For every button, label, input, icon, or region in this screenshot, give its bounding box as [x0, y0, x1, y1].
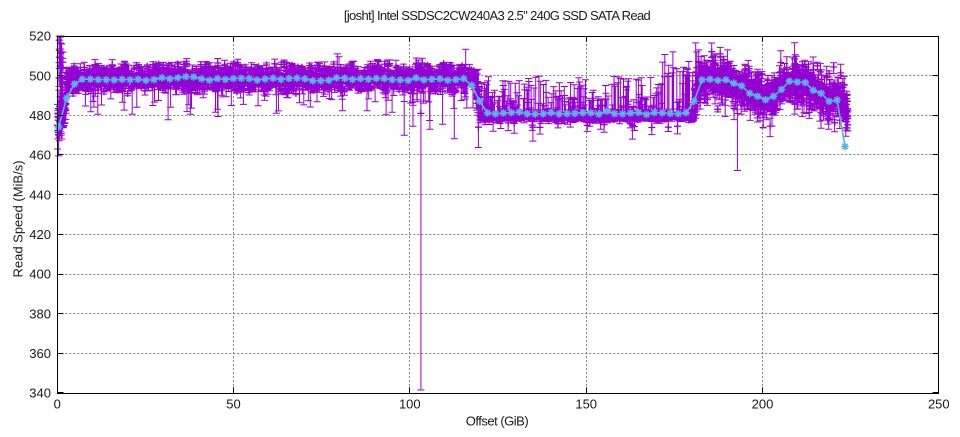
- svg-text:0: 0: [54, 396, 61, 411]
- svg-text:360: 360: [29, 346, 51, 361]
- svg-text:440: 440: [29, 187, 51, 202]
- svg-text:400: 400: [29, 267, 51, 282]
- svg-text:150: 150: [575, 396, 597, 411]
- svg-text:420: 420: [29, 227, 51, 242]
- svg-text:Read Speed (MiB/s): Read Speed (MiB/s): [11, 160, 26, 277]
- svg-text:50: 50: [226, 396, 240, 411]
- svg-text:520: 520: [29, 29, 51, 44]
- svg-text:Offset (GiB): Offset (GiB): [466, 414, 529, 429]
- svg-text:380: 380: [29, 306, 51, 321]
- svg-text:340: 340: [29, 386, 51, 401]
- svg-text:460: 460: [29, 148, 51, 163]
- svg-text:250: 250: [928, 396, 950, 411]
- svg-text:480: 480: [29, 108, 51, 123]
- svg-text:100: 100: [399, 396, 421, 411]
- svg-text:200: 200: [752, 396, 774, 411]
- svg-text:500: 500: [29, 68, 51, 83]
- svg-text:[josht] Intel SSDSC2CW240A3 2.: [josht] Intel SSDSC2CW240A3 2.5" 240G SS…: [344, 8, 651, 23]
